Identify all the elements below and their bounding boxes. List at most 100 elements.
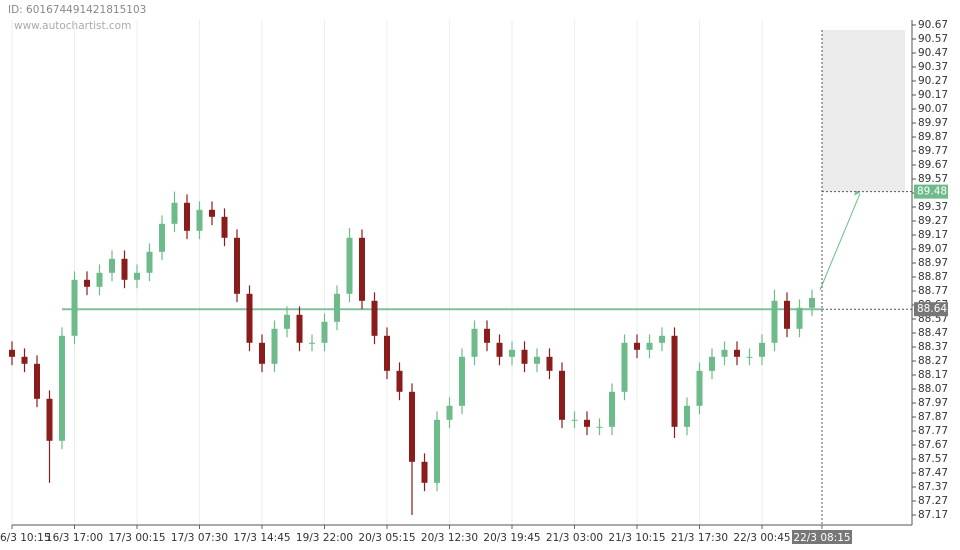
y-tick-label: 87.37 — [918, 481, 948, 493]
x-tick-label: 22/3 08:15 — [793, 532, 850, 544]
forecast-zone — [822, 30, 905, 192]
candle-body — [209, 209, 215, 217]
x-tick-label: 20/3 19:45 — [483, 532, 540, 544]
candle-body — [496, 342, 503, 357]
y-tick-label: 88.37 — [918, 341, 948, 353]
candle-body — [9, 349, 15, 357]
y-tick-label: 90.17 — [918, 89, 948, 101]
candle-body — [659, 335, 665, 343]
candle-body — [271, 328, 278, 364]
y-tick-label: 89.77 — [918, 145, 948, 157]
candle-body — [509, 349, 515, 357]
candle-body — [771, 300, 778, 343]
source: www.autochartist.com — [14, 20, 131, 32]
candle-body — [596, 426, 603, 428]
y-tick-label: 89.87 — [918, 131, 948, 143]
y-tick-label: 89.97 — [918, 117, 948, 129]
candle-body — [546, 356, 553, 371]
candle-body — [671, 335, 678, 427]
candle-body — [109, 258, 115, 273]
candle-body — [59, 335, 65, 441]
y-tick-label: 87.47 — [918, 467, 948, 479]
candle-body — [71, 279, 78, 336]
y-tick-label: 87.97 — [918, 397, 948, 409]
candle-body — [759, 342, 765, 357]
candle-body — [471, 328, 478, 357]
candle-body — [346, 237, 353, 294]
y-tick-label: 90.57 — [918, 33, 948, 45]
candle-body — [446, 405, 453, 420]
y-tick-label: 90.27 — [918, 75, 948, 87]
x-tick-label: 21/3 17:30 — [671, 532, 728, 544]
candle-body — [584, 419, 590, 427]
candle-body — [621, 342, 628, 392]
candle-body — [359, 237, 365, 301]
y-tick-label: 87.77 — [918, 425, 948, 437]
x-tick-label: 17/3 14:45 — [233, 532, 290, 544]
candle-body — [184, 202, 190, 231]
candle-body — [571, 419, 578, 421]
candle-body — [609, 391, 615, 427]
candle-body — [21, 356, 28, 364]
candle-body — [296, 314, 303, 343]
candle-body — [634, 342, 640, 350]
forecast-arrow — [819, 193, 861, 291]
y-tick-label: 87.27 — [918, 495, 948, 507]
candle-body — [521, 349, 528, 364]
candle-body — [309, 342, 315, 344]
forecast-tag-bg — [914, 184, 948, 199]
x-tag-bg — [792, 530, 852, 544]
candle-body — [734, 349, 740, 357]
y-tick-label: 87.17 — [918, 509, 948, 521]
candle-body — [809, 298, 815, 308]
x-tick-label: 21/3 10:15 — [608, 532, 665, 544]
candle-body — [121, 258, 128, 280]
candle-body — [134, 272, 140, 280]
y-tick-label: 88.87 — [918, 271, 948, 283]
y-tick-label: 90.67 — [918, 19, 948, 31]
candle-body — [159, 223, 165, 252]
x-tick-label: 6/3 10:15 — [0, 532, 51, 544]
candle-body — [696, 370, 703, 406]
resistance-tag: 88.64 — [917, 303, 947, 315]
resistance-tag-bg — [914, 302, 948, 317]
candle-body — [96, 272, 103, 287]
candle-body — [746, 356, 753, 358]
candle-body — [196, 209, 203, 231]
candle-body — [34, 363, 40, 399]
x-tick-label: 19/3 22:00 — [296, 532, 353, 544]
candle-body — [234, 237, 240, 294]
candle-body — [421, 461, 428, 483]
candle-body — [246, 293, 253, 343]
y-tick-label: 87.67 — [918, 439, 948, 451]
y-tick-label: 89.07 — [918, 243, 948, 255]
candle-body — [384, 335, 390, 371]
y-tick-label: 89.67 — [918, 159, 948, 171]
candle-body — [46, 398, 53, 441]
arrow-head — [854, 190, 860, 196]
y-tick-label: 88.07 — [918, 383, 948, 395]
candle-body — [534, 356, 540, 364]
y-tick-label: 88.47 — [918, 327, 948, 339]
x-tick-label: 22/3 00:45 — [733, 532, 790, 544]
candle-body — [171, 202, 178, 224]
y-tick-label: 89.57 — [918, 173, 948, 185]
y-tick-label: 87.87 — [918, 411, 948, 423]
candle-body — [409, 391, 415, 462]
x-tick-label: 17/3 07:30 — [171, 532, 228, 544]
x-tick-label: 16/3 17:00 — [46, 532, 103, 544]
candle-body — [259, 342, 265, 364]
y-tick-label: 87.57 — [918, 453, 948, 465]
y-tick-label: 88.77 — [918, 285, 948, 297]
candle-body — [396, 370, 403, 392]
candle-body — [721, 349, 728, 357]
candle-body — [84, 279, 90, 287]
y-tick-label: 88.27 — [918, 355, 948, 367]
candle-body — [284, 314, 290, 329]
candle-body — [459, 356, 465, 406]
candle-body — [146, 251, 153, 273]
candle-body — [796, 307, 803, 329]
x-tick-label: 20/3 05:15 — [358, 532, 415, 544]
x-tick-label: 20/3 12:30 — [421, 532, 478, 544]
candle-body — [221, 216, 228, 238]
